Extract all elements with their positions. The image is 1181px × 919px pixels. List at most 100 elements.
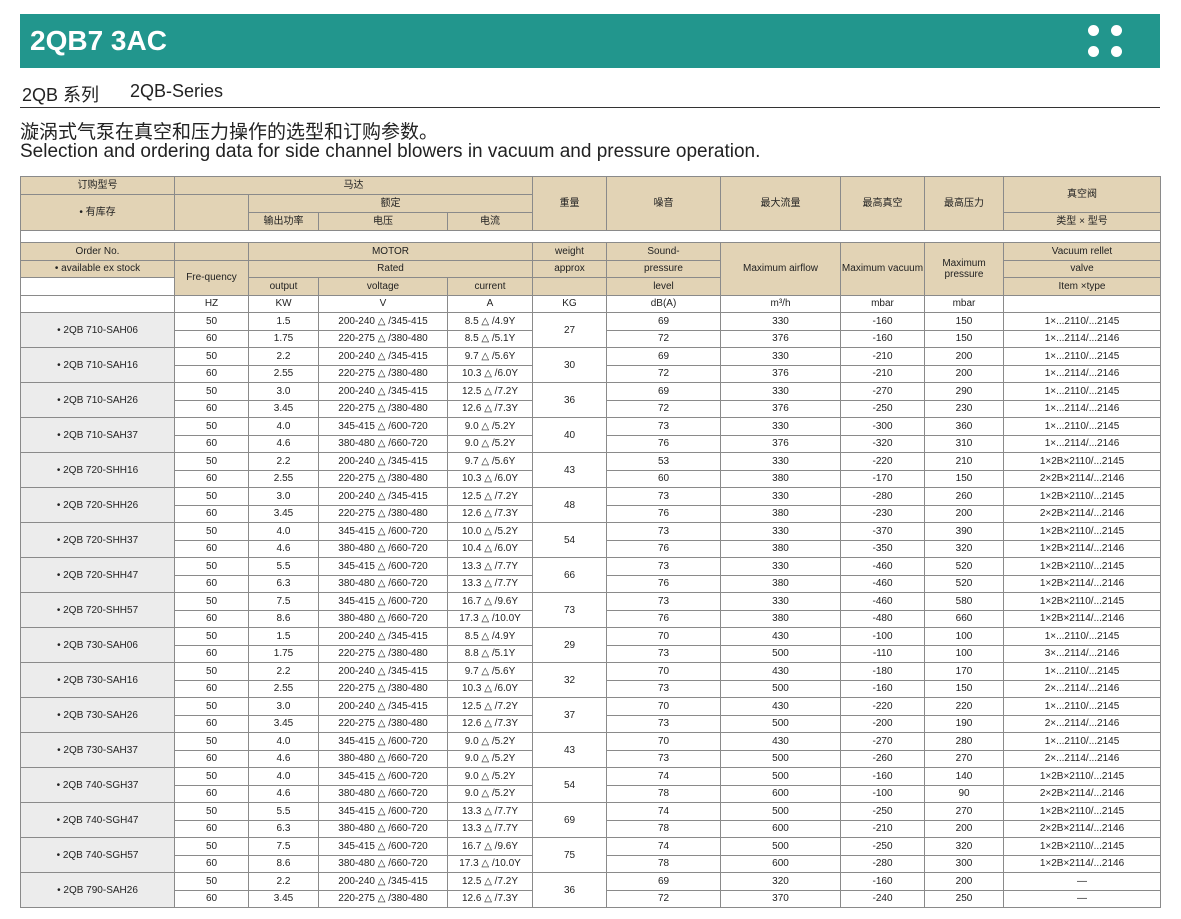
hz-cell: 60 [174, 679, 249, 698]
header-cell: Maximum pressure [924, 242, 1004, 296]
hz-cell: 60 [174, 609, 249, 628]
header-cell: 类型 × 型号 [1003, 212, 1161, 231]
current-cell: 13.3 △ /7.7Y [447, 819, 533, 838]
noise-cell: 73 [606, 522, 721, 541]
current-cell: 9.7 △ /5.6Y [447, 662, 533, 681]
vacuum-cell: -160 [840, 329, 925, 348]
pressure-cell: 140 [924, 767, 1004, 786]
vacuum-cell: -210 [840, 347, 925, 366]
header-cell [20, 294, 175, 313]
data-row: • 2QB 720-SHH26 50 3.0 200-240 △ /345-415 12… [20, 487, 1161, 523]
header-cell: Rated [248, 259, 533, 278]
pressure-cell: 150 [924, 329, 1004, 348]
pressure-cell: 310 [924, 434, 1004, 453]
hz-cell: 60 [174, 644, 249, 663]
vacuum-cell: -250 [840, 837, 925, 856]
header-cell: 真空阀 [1003, 176, 1161, 213]
pressure-cell: 190 [924, 714, 1004, 733]
kw-cell: 1.5 [248, 627, 319, 646]
pressure-cell: 520 [924, 557, 1004, 576]
data-row: • 2QB 730-SAH06 50 1.5 200-240 △ /345-415 8.… [20, 627, 1161, 663]
vacuum-cell: -220 [840, 697, 925, 716]
hz-cell: 50 [174, 872, 249, 891]
valve-cell: 1×2B×2110/...2145 [1003, 452, 1161, 471]
noise-cell: 76 [606, 539, 721, 558]
airflow-cell: 320 [720, 872, 841, 891]
current-cell: 17.3 △ /10.0Y [447, 609, 533, 628]
header-cell: 最高压力 [924, 176, 1004, 231]
voltage-cell: 200-240 △ /345-415 [318, 347, 448, 366]
current-cell: 12.5 △ /7.2Y [447, 697, 533, 716]
hz-cell: 60 [174, 539, 249, 558]
data-row: • 2QB 740-SGH57 50 7.5 345-415 △ /600-720 16… [20, 837, 1161, 873]
pressure-cell: 270 [924, 749, 1004, 768]
noise-cell: 73 [606, 749, 721, 768]
model-cell: • 2QB 730-SAH37 [20, 732, 175, 768]
noise-cell: 69 [606, 382, 721, 401]
table-row: HZ KW V A KG dB(A) m³/h mbar mbar [20, 294, 1161, 313]
tbody: 订购型号 马达 重量 噪音 最大流量 最高真空 最高压力 真空阀 • 有库存 额定 输出功率 电压… [20, 176, 1161, 908]
vacuum-cell: -250 [840, 399, 925, 418]
airflow-cell: 380 [720, 574, 841, 593]
vacuum-cell: -320 [840, 434, 925, 453]
vacuum-cell: -240 [840, 889, 925, 908]
spec-table: 订购型号 马达 重量 噪音 最大流量 最高真空 最高压力 真空阀 • 有库存 额定 输出功率 电压… [20, 176, 1161, 908]
kw-cell: 4.0 [248, 767, 319, 786]
current-cell: 8.5 △ /5.1Y [447, 329, 533, 348]
kw-cell: 4.0 [248, 732, 319, 751]
hz-cell: 50 [174, 767, 249, 786]
airflow-cell: 330 [720, 487, 841, 506]
vacuum-cell: -270 [840, 382, 925, 401]
weight-cell: 43 [532, 732, 607, 768]
weight-cell: 54 [532, 522, 607, 558]
kw-cell: 1.75 [248, 644, 319, 663]
pressure-cell: 150 [924, 469, 1004, 488]
vacuum-cell: -200 [840, 714, 925, 733]
hz-cell: 60 [174, 574, 249, 593]
header-cell: valve [1003, 259, 1161, 278]
valve-cell: 1×...2114/...2146 [1003, 329, 1161, 348]
current-cell: 13.3 △ /7.7Y [447, 802, 533, 821]
series-en: 2QB-Series [130, 81, 224, 101]
kw-cell: 4.6 [248, 539, 319, 558]
noise-cell: 73 [606, 644, 721, 663]
data-row: 60 4.6 380-480 △ /660-720 9.0 △ /5.2Y 78 600-… [21, 784, 1161, 803]
hz-cell: 60 [174, 854, 249, 873]
noise-cell: 78 [606, 784, 721, 803]
header-cell: Maximum airflow [720, 242, 841, 296]
kw-cell: 1.75 [248, 329, 319, 348]
weight-cell: 32 [532, 662, 607, 698]
weight-cell: 69 [532, 802, 607, 838]
airflow-cell: 500 [720, 837, 841, 856]
header-cell: 电压 [318, 212, 448, 231]
hz-cell: 50 [174, 592, 249, 611]
airflow-cell: 500 [720, 714, 841, 733]
valve-cell: 1×2B×2114/...2146 [1003, 609, 1161, 628]
data-row: • 2QB 730-SAH16 50 2.2 200-240 △ /345-415 9.… [20, 662, 1161, 698]
airflow-cell: 500 [720, 679, 841, 698]
vacuum-cell: -100 [840, 784, 925, 803]
weight-cell: 37 [532, 697, 607, 733]
header-cell: current [447, 277, 533, 296]
current-cell: 9.0 △ /5.2Y [447, 784, 533, 803]
hz-cell: 50 [174, 557, 249, 576]
header-cell: Item ×type [1003, 277, 1161, 296]
weight-cell: 27 [532, 312, 607, 348]
model-cell: • 2QB 720-SHH37 [20, 522, 175, 558]
voltage-cell: 345-415 △ /600-720 [318, 557, 448, 576]
current-cell: 9.0 △ /5.2Y [447, 749, 533, 768]
valve-cell: 1×2B×2110/...2145 [1003, 522, 1161, 541]
airflow-cell: 330 [720, 417, 841, 436]
noise-cell: 78 [606, 854, 721, 873]
header-cell: • 有库存 [20, 194, 175, 231]
unit-cell: m³/h [720, 294, 841, 313]
current-cell: 9.7 △ /5.6Y [447, 347, 533, 366]
voltage-cell: 220-275 △ /380-480 [318, 364, 448, 383]
voltage-cell: 220-275 △ /380-480 [318, 329, 448, 348]
pressure-cell: 200 [924, 347, 1004, 366]
hz-cell: 60 [174, 889, 249, 908]
unit-cell: V [318, 294, 448, 313]
voltage-cell: 200-240 △ /345-415 [318, 662, 448, 681]
unit-cell: KW [248, 294, 319, 313]
